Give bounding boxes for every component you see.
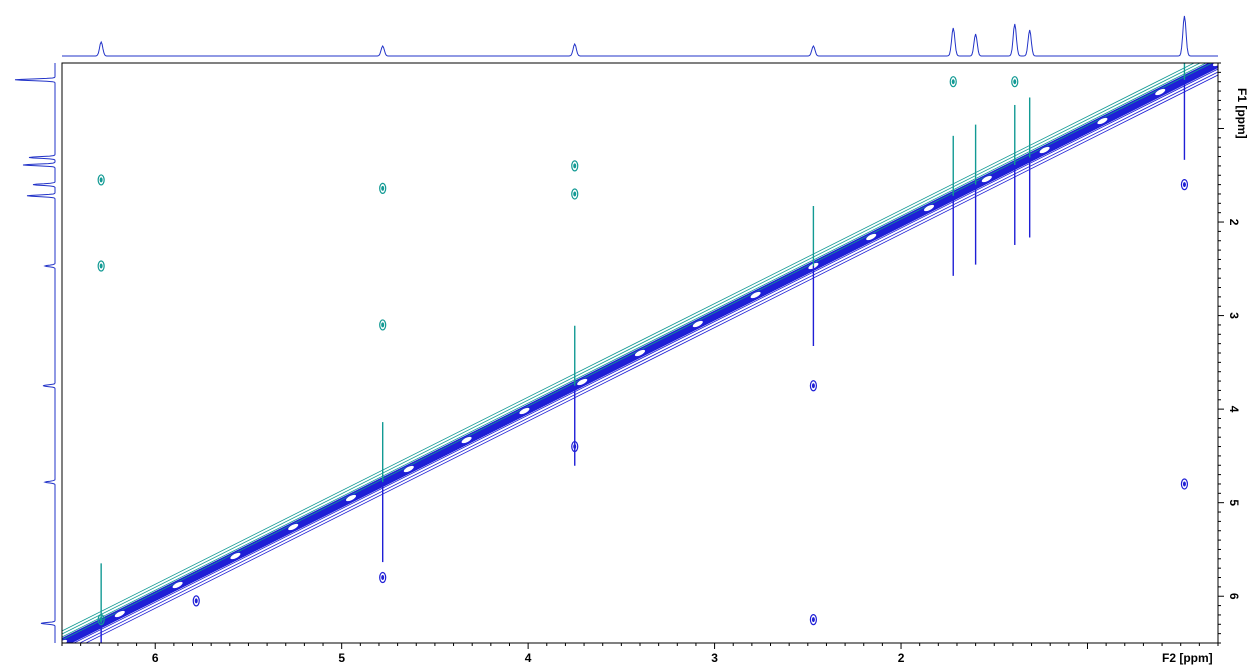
cross-peak-core [573, 163, 577, 169]
f1-projection-trace [14, 63, 56, 643]
cross-peak [97, 614, 105, 626]
cross-peak-core [381, 322, 385, 328]
f1-axis-label: F1 [ppm] [1235, 88, 1248, 139]
diagonal-peak [923, 204, 935, 212]
cross-peak-core [1013, 79, 1017, 85]
cross-peak-core [573, 191, 577, 197]
cross-peak-core [1182, 481, 1186, 487]
diagonal-peak [1212, 63, 1218, 67]
cross-peak [97, 174, 105, 186]
y-tick-label: 3 [1227, 312, 1241, 319]
y-tick-label: 4 [1227, 406, 1241, 413]
f2-axis-label: F2 [ppm] [1162, 651, 1213, 665]
diagonal-peak [865, 233, 878, 241]
cross-peak-core [811, 617, 815, 623]
cross-peak [571, 188, 579, 200]
diagonal-peak [171, 581, 184, 589]
cross-peak [379, 319, 387, 331]
cross-peak [1011, 76, 1019, 88]
cross-peak-core [194, 598, 198, 604]
diagonal-peak [576, 378, 589, 386]
x-tick-label: 4 [525, 651, 532, 665]
diagonal-contour [79, 71, 1218, 643]
cross-peak-core [811, 383, 815, 389]
diagonal-contour [85, 74, 1218, 643]
cross-peak [192, 595, 200, 607]
diagonal-peak [1038, 146, 1051, 154]
diagonal-peak [113, 610, 126, 618]
cross-peak-core [381, 575, 385, 581]
diagonal-contour [73, 68, 1218, 643]
f1-axis-ticks: 2 3 4 5 6 [1218, 62, 1241, 644]
y-tick-label: 5 [1227, 499, 1241, 506]
f2-projection-trace [62, 15, 1218, 57]
y-tick-label: 6 [1227, 593, 1241, 600]
diagonal-contour [62, 63, 1195, 632]
cross-peak-core [573, 444, 577, 450]
x-tick-label: 6 [152, 651, 159, 665]
diagonal-peak [634, 349, 646, 357]
diagonal-contour [62, 63, 1207, 638]
cross-peak-core [1182, 182, 1186, 188]
x-tick-label: 2 [898, 651, 905, 665]
cross-peak-core [99, 263, 103, 269]
cross-peak [809, 380, 818, 392]
cross-peak-core [381, 185, 385, 191]
diagonal-peak [287, 523, 300, 531]
diagonal-peak [691, 320, 704, 328]
cross-peak [1180, 478, 1189, 490]
diagonal-peak [1096, 117, 1109, 125]
cross-peak [809, 614, 818, 626]
cross-peak [1180, 179, 1189, 191]
y-tick-label: 2 [1227, 219, 1241, 226]
cross-peak-core [99, 617, 103, 623]
diagonal-peak [749, 291, 762, 299]
diagonal-peak [460, 436, 473, 444]
diagonal-peak [1154, 88, 1167, 96]
cross-peak [949, 76, 957, 88]
cross-peak [571, 440, 579, 453]
cross-peak-core [99, 177, 103, 183]
cross-peak-core [951, 79, 955, 85]
diagonal-peak [229, 552, 242, 560]
f2-axis-ticks: 6 5 4 3 2 [61, 643, 1219, 665]
diagonal-peak [980, 175, 993, 183]
x-tick-label: 5 [338, 651, 345, 665]
diagonal-peak [402, 465, 415, 473]
diagonal-peak [62, 639, 68, 643]
diagonal-peak [345, 494, 357, 502]
contour-layer [62, 63, 1218, 643]
diagonal-contour [62, 63, 1201, 635]
cross-peak [571, 160, 579, 172]
cross-peak [97, 260, 105, 272]
x-tick-label: 3 [711, 651, 718, 665]
cross-peak [379, 571, 387, 584]
diagonal-peak [518, 407, 531, 415]
cross-peak [379, 182, 387, 194]
